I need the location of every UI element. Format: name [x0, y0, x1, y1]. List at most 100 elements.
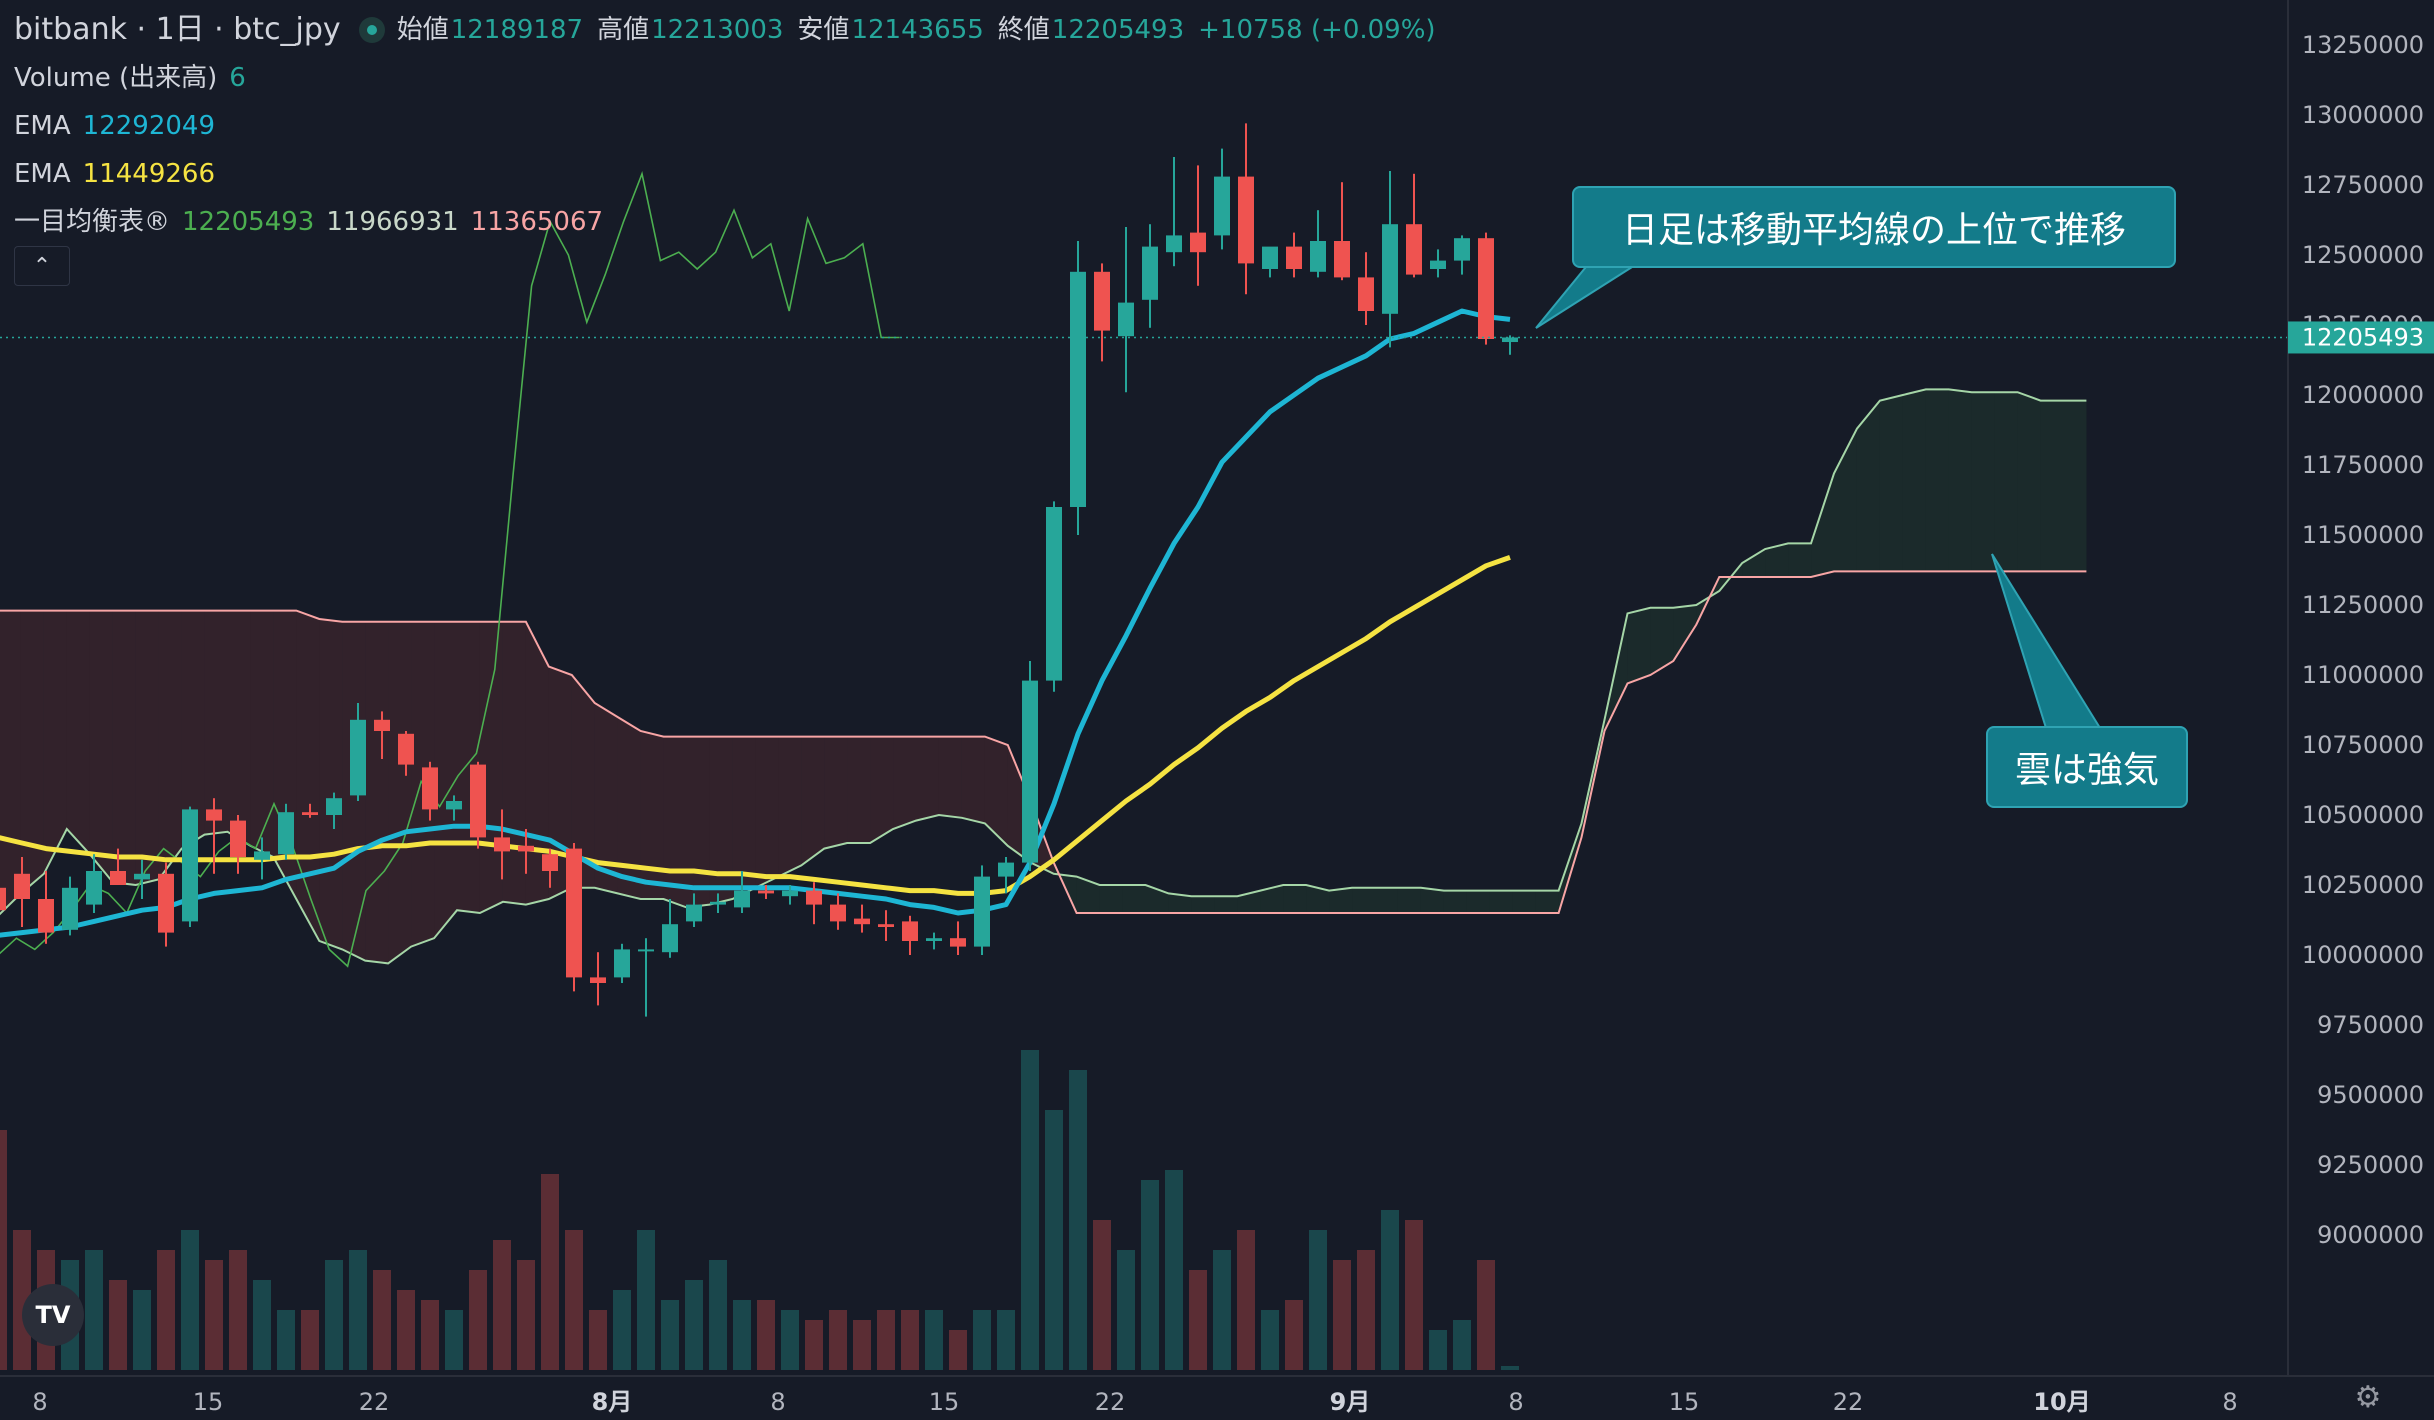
- candle-body[interactable]: [1046, 507, 1062, 681]
- candle-body[interactable]: [278, 812, 294, 855]
- cloud-segment: [1925, 389, 1949, 572]
- candle-body[interactable]: [134, 873, 150, 880]
- price-axis-tick-label: 10500000: [2302, 801, 2424, 829]
- last-price-tag-label: 12205493: [2302, 323, 2424, 351]
- logo-text: TV: [35, 1301, 71, 1329]
- candle-body[interactable]: [854, 918, 870, 925]
- candle-body[interactable]: [830, 904, 846, 922]
- candle-body[interactable]: [782, 890, 798, 897]
- cloud-segment: [709, 736, 733, 905]
- annotation-callout-ema[interactable]: 日足は移動平均線の上位で推移: [1572, 186, 2176, 268]
- candle-body[interactable]: [494, 837, 510, 852]
- price-axis-panel[interactable]: [2288, 0, 2434, 1420]
- symbol-title[interactable]: bitbank · 1日 · btc_jpy: [14, 12, 341, 47]
- candle-body[interactable]: [614, 949, 630, 978]
- cloud-segment: [1214, 896, 1238, 913]
- candle-body[interactable]: [1478, 238, 1494, 339]
- candle-body[interactable]: [1262, 246, 1278, 269]
- ema-fast-legend[interactable]: EMA 12292049: [14, 102, 1450, 150]
- time-axis-tick-label: 22: [1095, 1388, 1126, 1416]
- candle-body[interactable]: [926, 938, 942, 941]
- volume-label: Volume (出来高): [14, 63, 218, 93]
- candle-body[interactable]: [1406, 224, 1422, 275]
- candle-body[interactable]: [1118, 302, 1134, 337]
- candle-body[interactable]: [1190, 232, 1206, 253]
- candle-body[interactable]: [1430, 260, 1446, 269]
- candle-body[interactable]: [1166, 235, 1182, 253]
- candle-body[interactable]: [230, 820, 246, 857]
- candle-body[interactable]: [1334, 241, 1350, 278]
- symbol-row: bitbank · 1日 · btc_jpy 始値 12189187 高値 12…: [14, 6, 1450, 54]
- candle-body[interactable]: [1286, 246, 1302, 269]
- candle-body[interactable]: [1214, 176, 1230, 236]
- cloud-segment: [1535, 890, 1559, 913]
- collapse-legend-button[interactable]: ⌃: [14, 246, 70, 286]
- candle-body[interactable]: [1358, 277, 1374, 311]
- candle-body[interactable]: [182, 809, 198, 922]
- candle-body[interactable]: [38, 899, 54, 933]
- cloud-segment: [1420, 887, 1444, 913]
- candle-body[interactable]: [710, 901, 726, 905]
- annotation-callout-cloud[interactable]: 雲は強気: [1986, 726, 2188, 808]
- cloud-segment: [1512, 890, 1536, 913]
- candle-body[interactable]: [206, 809, 222, 821]
- cloud-segment: [594, 703, 618, 894]
- candle-body[interactable]: [1142, 246, 1158, 300]
- tradingview-logo[interactable]: TV: [22, 1284, 84, 1346]
- candle-body[interactable]: [518, 845, 534, 852]
- candle-body[interactable]: [542, 854, 558, 871]
- volume-bar: [925, 1310, 943, 1370]
- candle-body[interactable]: [1502, 337, 1518, 343]
- candle-body[interactable]: [902, 921, 918, 941]
- high-label: 高値: [597, 15, 650, 45]
- cloud-segment: [502, 621, 526, 905]
- candle-body[interactable]: [1238, 176, 1254, 264]
- candle-body[interactable]: [1022, 680, 1038, 863]
- candle-body[interactable]: [302, 812, 318, 815]
- candle-body[interactable]: [566, 848, 582, 978]
- volume-bar: [373, 1270, 391, 1370]
- candle-body[interactable]: [974, 876, 990, 947]
- candle-body[interactable]: [86, 871, 102, 905]
- candle-body[interactable]: [374, 719, 390, 731]
- time-axis-tick-label: 15: [929, 1388, 960, 1416]
- candle-body[interactable]: [422, 767, 438, 810]
- candle-body[interactable]: [806, 890, 822, 905]
- candle-body[interactable]: [734, 890, 750, 908]
- gear-icon[interactable]: ⚙: [2354, 1380, 2382, 1415]
- candle-body[interactable]: [158, 873, 174, 933]
- candle-body[interactable]: [1070, 271, 1086, 507]
- cloud-segment: [2040, 400, 2064, 572]
- candle-body[interactable]: [1094, 271, 1110, 331]
- candle-body[interactable]: [758, 890, 774, 894]
- candle-body[interactable]: [638, 949, 654, 952]
- candle-body[interactable]: [1382, 224, 1398, 314]
- candle-body[interactable]: [0, 887, 6, 911]
- candle-body[interactable]: [350, 719, 366, 796]
- price-axis-tick-label: 11750000: [2302, 451, 2424, 479]
- candle-body[interactable]: [590, 977, 606, 983]
- candle-body[interactable]: [254, 851, 270, 860]
- volume-legend[interactable]: Volume (出来高) 6: [14, 54, 1450, 102]
- candle-body[interactable]: [878, 924, 894, 927]
- ema-slow-legend[interactable]: EMA 11449266: [14, 150, 1450, 198]
- cloud-segment: [1237, 890, 1261, 913]
- candle-body[interactable]: [398, 733, 414, 765]
- candle-body[interactable]: [686, 904, 702, 922]
- candle-body[interactable]: [110, 871, 126, 885]
- candle-body[interactable]: [14, 873, 30, 899]
- cloud-segment: [388, 621, 412, 964]
- candle-body[interactable]: [662, 924, 678, 953]
- candle-body[interactable]: [950, 938, 966, 947]
- candle-body[interactable]: [326, 798, 342, 815]
- candle-body[interactable]: [998, 862, 1014, 877]
- candle-body[interactable]: [446, 801, 462, 810]
- candle-body[interactable]: [62, 887, 78, 930]
- candle-body[interactable]: [1454, 238, 1470, 261]
- cloud-segment: [1191, 896, 1215, 913]
- candle-body[interactable]: [1310, 241, 1326, 272]
- candle-body[interactable]: [470, 764, 486, 838]
- volume-bar: [421, 1300, 439, 1370]
- ichimoku-legend[interactable]: 一目均衡表® 12205493 11966931 11365067: [14, 198, 1450, 246]
